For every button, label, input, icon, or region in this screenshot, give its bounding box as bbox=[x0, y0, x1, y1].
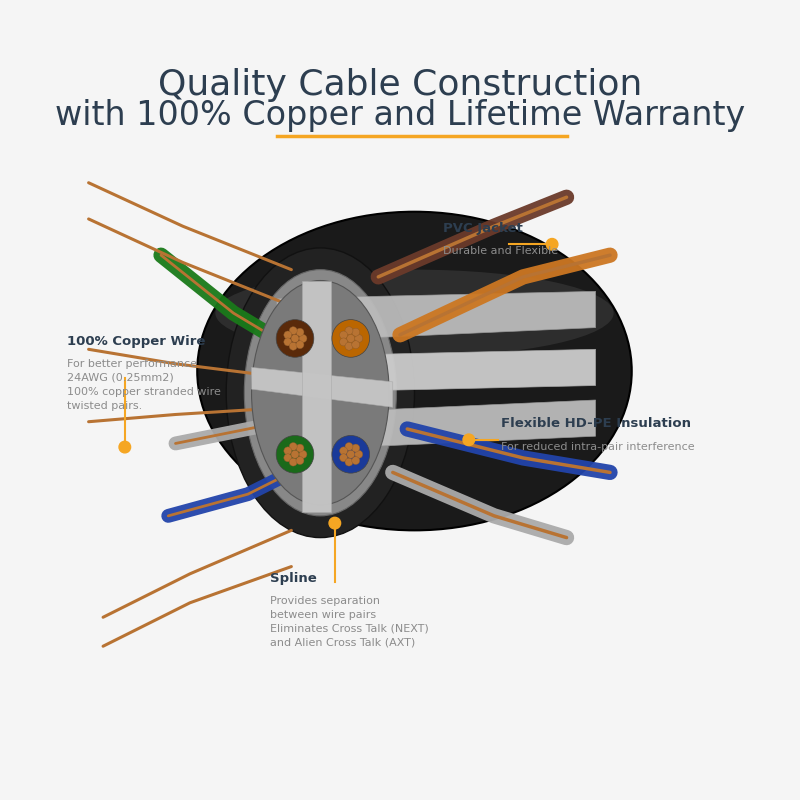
Circle shape bbox=[284, 454, 292, 462]
Text: with 100% Copper and Lifetime Warranty: with 100% Copper and Lifetime Warranty bbox=[55, 99, 745, 132]
Circle shape bbox=[339, 447, 347, 455]
Polygon shape bbox=[302, 281, 331, 512]
Circle shape bbox=[339, 331, 347, 339]
Circle shape bbox=[284, 447, 292, 455]
Circle shape bbox=[299, 334, 307, 342]
Ellipse shape bbox=[244, 270, 396, 516]
Text: Flexible HD-PE Insulation: Flexible HD-PE Insulation bbox=[502, 418, 691, 430]
Circle shape bbox=[119, 442, 130, 453]
Circle shape bbox=[339, 338, 347, 346]
Circle shape bbox=[284, 338, 292, 346]
Ellipse shape bbox=[332, 320, 370, 358]
Ellipse shape bbox=[198, 212, 632, 530]
Circle shape bbox=[352, 328, 360, 336]
Circle shape bbox=[354, 450, 362, 458]
Text: Spline: Spline bbox=[270, 572, 316, 585]
Ellipse shape bbox=[226, 248, 414, 538]
Circle shape bbox=[284, 331, 292, 339]
Circle shape bbox=[290, 326, 298, 334]
Circle shape bbox=[546, 238, 558, 250]
Circle shape bbox=[339, 454, 347, 462]
Text: Provides separation
between wire pairs
Eliminates Cross Talk (NEXT)
and Alien Cr: Provides separation between wire pairs E… bbox=[270, 595, 428, 647]
Text: For reduced intra-pair interference: For reduced intra-pair interference bbox=[502, 442, 695, 452]
Circle shape bbox=[346, 450, 354, 458]
Circle shape bbox=[290, 442, 298, 450]
Circle shape bbox=[345, 442, 353, 450]
Circle shape bbox=[296, 457, 304, 465]
Circle shape bbox=[463, 434, 474, 446]
Circle shape bbox=[352, 444, 360, 452]
Polygon shape bbox=[251, 367, 393, 407]
Circle shape bbox=[296, 444, 304, 452]
Circle shape bbox=[296, 341, 304, 349]
Polygon shape bbox=[277, 291, 595, 342]
Polygon shape bbox=[277, 400, 595, 450]
Text: Quality Cable Construction: Quality Cable Construction bbox=[158, 68, 642, 102]
Circle shape bbox=[329, 518, 341, 529]
Circle shape bbox=[345, 342, 353, 350]
Circle shape bbox=[345, 458, 353, 466]
Ellipse shape bbox=[276, 435, 314, 473]
Circle shape bbox=[296, 328, 304, 336]
Circle shape bbox=[346, 334, 354, 342]
Circle shape bbox=[345, 326, 353, 334]
Text: 100% Copper Wire: 100% Copper Wire bbox=[67, 335, 206, 348]
Circle shape bbox=[290, 458, 298, 466]
Text: PVC Jacket: PVC Jacket bbox=[443, 222, 523, 235]
Ellipse shape bbox=[332, 435, 370, 473]
Circle shape bbox=[291, 334, 299, 342]
Ellipse shape bbox=[276, 320, 314, 358]
Text: For better performance
24AWG (0.25mm2)
100% copper stranded wire
twisted pairs.: For better performance 24AWG (0.25mm2) 1… bbox=[67, 358, 221, 410]
Polygon shape bbox=[277, 350, 595, 393]
Ellipse shape bbox=[215, 270, 614, 357]
Circle shape bbox=[299, 450, 307, 458]
Ellipse shape bbox=[251, 281, 389, 505]
Circle shape bbox=[354, 334, 362, 342]
Text: Durable and Flexible: Durable and Flexible bbox=[443, 246, 558, 257]
Circle shape bbox=[290, 342, 298, 350]
Circle shape bbox=[352, 457, 360, 465]
Circle shape bbox=[291, 450, 299, 458]
Circle shape bbox=[352, 341, 360, 349]
